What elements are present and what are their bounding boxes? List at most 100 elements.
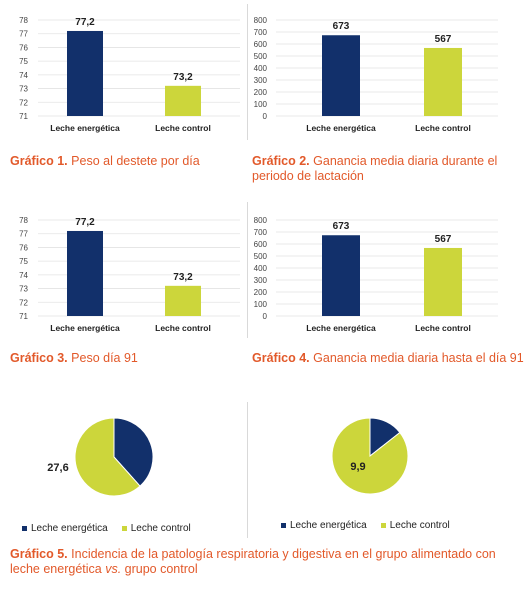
legend-pie-6: Leche energética Leche control [281,520,450,531]
caption-vs: vs. [105,562,122,576]
y-tick-label: 74 [19,271,28,280]
y-tick-label: 72 [19,98,28,107]
caption-number: Gráfico 2. [252,154,310,168]
caption-text: Ganancia media diaria durante el periodo… [252,154,498,183]
y-tick-label: 100 [254,300,268,309]
y-tick-label: 200 [254,88,268,97]
bar-energetica [322,35,360,116]
data-label: 567 [435,234,452,245]
y-tick-label: 75 [19,257,28,266]
legend-item-energetica: Leche energética [281,520,367,531]
x-tick-label: Leche energética [306,123,376,133]
data-label: 567 [435,34,452,45]
pie-data-label: 27,6 [47,462,68,474]
y-tick-label: 200 [254,288,268,297]
pie-slice-control [331,417,409,495]
pie-chart-5: 27,6 [47,417,154,497]
y-tick-label: 0 [263,112,268,121]
x-tick-label: Leche energética [306,323,376,333]
x-tick-label: Leche control [155,123,211,133]
caption-text: Ganancia media diaria hasta el día 91 [313,351,524,365]
pie-chart-6: 9,9 [331,417,409,495]
caption-text: Peso al destete por día [71,154,200,168]
legend-pie-5: Leche energética Leche control [22,523,191,534]
caption-number: Gráfico 3. [10,351,68,365]
y-tick-label: 600 [254,40,268,49]
bar-control [424,47,462,116]
legend-swatch-lime [380,523,386,528]
y-tick-label: 300 [254,76,268,85]
data-label: 77,2 [75,17,95,28]
y-tick-label: 72 [19,298,28,307]
y-tick-label: 77 [19,30,28,39]
divider-top [247,4,248,140]
y-tick-label: 800 [254,16,268,25]
bar-control [165,285,201,316]
bar-chart-1: 71 72 73 74 75 76 77 78 77,2 Leche energética 73,2… [19,16,240,133]
x-tick-label: Leche control [155,323,211,333]
bar-control [424,247,462,316]
legend-item-energetica: Leche energética [22,523,108,534]
caption-grafico-2: Gráfico 2. Ganancia media diaria durante… [252,154,528,184]
y-tick-label: 700 [254,228,268,237]
legend-label: Leche control [389,520,450,531]
legend-item-control: Leche control [121,523,191,534]
y-tick-label: 78 [19,16,28,25]
y-tick-label: 400 [254,64,268,73]
bar-energetica [67,30,103,116]
divider-middle [247,202,248,338]
data-label: 673 [333,221,350,232]
y-tick-label: 600 [254,240,268,249]
caption-grafico-5: Gráfico 5. Incidencia de la patología re… [10,547,510,577]
data-label: 77,2 [75,217,95,228]
data-label: 73,2 [173,272,193,283]
pie-data-label: 9,9 [350,461,365,473]
bar-energetica [67,230,103,316]
y-tick-label: 71 [19,312,28,321]
y-tick-label: 76 [19,243,28,252]
x-tick-label: Leche control [415,323,471,333]
caption-number: Gráfico 1. [10,154,68,168]
y-tick-label: 77 [19,230,28,239]
caption-text-end: grupo control [121,562,198,576]
bar-chart-2: 0 100 200 300 400 500 600 700 800 673 Leche energé… [254,16,498,133]
y-tick-label: 300 [254,276,268,285]
y-tick-label: 800 [254,216,268,225]
y-tick-label: 73 [19,285,28,294]
y-tick-label: 0 [263,312,268,321]
caption-text: Incidencia de la patología respiratoria … [10,547,496,576]
x-tick-label: Leche energética [50,323,120,333]
y-tick-label: 700 [254,28,268,37]
y-tick-label: 500 [254,252,268,261]
x-tick-label: Leche control [415,123,471,133]
legend-swatch-lime [121,526,127,531]
bar-chart-4: 0 100 200 300 400 500 600 700 800 673 Leche energé… [254,216,498,333]
bar-chart-3: 71 72 73 74 75 76 77 78 77,2 Leche energética 73,2… [19,216,240,333]
x-tick-label: Leche energética [50,123,120,133]
legend-label: Leche energética [31,523,108,534]
y-tick-label: 71 [19,112,28,121]
y-tick-label: 73 [19,85,28,94]
bar-energetica [322,235,360,316]
bar-control [165,85,201,116]
caption-number: Gráfico 4. [252,351,310,365]
legend-label: Leche energética [290,520,367,531]
y-tick-label: 75 [19,57,28,66]
divider-bottom [247,402,248,538]
caption-grafico-3: Gráfico 3. Peso día 91 [10,351,245,366]
pie-slice-control [74,417,141,497]
legend-item-control: Leche control [380,520,450,531]
y-tick-label: 400 [254,264,268,273]
pie-slice-energetica [113,417,154,487]
legend-swatch-navy [281,523,286,528]
caption-text: Peso día 91 [71,351,138,365]
caption-grafico-4: Gráfico 4. Ganancia media diaria hasta e… [252,351,528,366]
data-label: 73,2 [173,72,193,83]
y-tick-label: 78 [19,216,28,225]
caption-number: Gráfico 5. [10,547,68,561]
data-label: 673 [333,21,350,32]
legend-label: Leche control [130,523,191,534]
y-tick-label: 74 [19,71,28,80]
y-tick-label: 500 [254,52,268,61]
y-tick-label: 100 [254,100,268,109]
